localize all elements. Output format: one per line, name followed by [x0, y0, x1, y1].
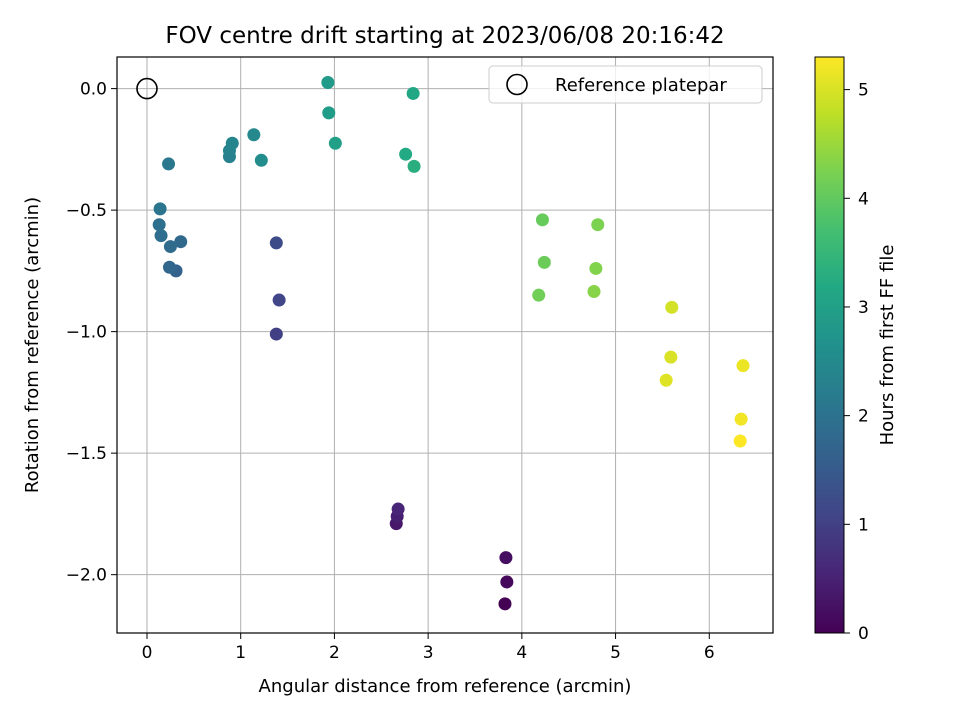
colorbar-ticks: 0 1 2 3 4 5 [844, 81, 869, 644]
plot-area-frame [116, 56, 774, 634]
y-tick-label: −2.0 [66, 566, 107, 586]
data-point [499, 551, 513, 565]
y-tick-label: −0.5 [66, 201, 107, 221]
legend: Reference platepar [488, 65, 763, 104]
x-tick-label: 0 [142, 643, 153, 663]
data-point [589, 261, 603, 275]
data-point [734, 412, 748, 426]
chart-title: FOV centre drift starting at 2023/06/08 … [165, 23, 724, 49]
grid-lines [117, 57, 773, 633]
x-tick-label: 1 [235, 643, 246, 663]
colorbar-tick-label: 0 [858, 624, 869, 644]
y-tick-label: 0.0 [80, 80, 107, 100]
legend-box [488, 65, 763, 104]
data-point [272, 293, 286, 307]
colorbar-tick-label: 1 [858, 515, 869, 535]
x-tick-label: 6 [704, 643, 715, 663]
colorbar-tick-label: 2 [858, 407, 869, 427]
data-point [254, 153, 268, 167]
data-point [587, 285, 601, 299]
data-point [162, 260, 176, 274]
x-tick-label: 3 [423, 643, 434, 663]
x-axis-label: Angular distance from reference (arcmin) [259, 676, 632, 697]
data-point [664, 350, 678, 364]
data-point [321, 76, 335, 90]
y-axis-label: Rotation from reference (arcmin) [22, 197, 43, 493]
data-point [322, 106, 336, 120]
data-point [406, 86, 420, 100]
y-tick-label: −1.0 [66, 323, 107, 343]
colorbar: 0 1 2 3 4 5 Hours from first FF file [814, 56, 898, 644]
legend-marker-reference [506, 73, 528, 96]
data-point [399, 147, 413, 161]
colorbar-tick-label: 4 [858, 189, 869, 209]
data-point [162, 157, 176, 171]
data-point [247, 128, 261, 142]
data-point [391, 502, 405, 516]
colorbar-tick-label: 5 [858, 81, 869, 101]
data-point [269, 327, 283, 341]
colorbar-gradient [814, 56, 845, 634]
reference-platepar-marker [136, 77, 158, 100]
data-point [407, 159, 421, 173]
colorbar-label: Hours from first FF file [877, 245, 898, 446]
data-point [498, 597, 512, 611]
x-tick-label: 2 [329, 643, 340, 663]
axis-ticks: 0 1 2 3 4 5 6 0.0 −0.5 −1.0 −1.5 −2.0 [66, 80, 715, 663]
data-point [659, 373, 673, 387]
data-point [153, 202, 167, 216]
scatter-series [152, 76, 750, 611]
data-point [174, 235, 188, 249]
legend-entry-reference: Reference platepar [555, 75, 727, 96]
data-point [154, 229, 168, 243]
data-point [500, 575, 514, 589]
y-tick-label: −1.5 [66, 444, 107, 464]
colorbar-tick-label: 3 [858, 298, 869, 318]
data-point [665, 300, 679, 314]
data-point [152, 218, 166, 232]
data-point [591, 218, 605, 232]
data-point [328, 136, 342, 150]
data-point [537, 255, 551, 269]
data-point [736, 359, 750, 373]
data-point [225, 136, 239, 150]
data-point [532, 288, 546, 302]
x-tick-label: 5 [610, 643, 621, 663]
data-point [269, 236, 283, 250]
data-point [733, 434, 747, 448]
data-point [163, 240, 177, 254]
x-tick-label: 4 [516, 643, 527, 663]
data-point [535, 213, 549, 227]
